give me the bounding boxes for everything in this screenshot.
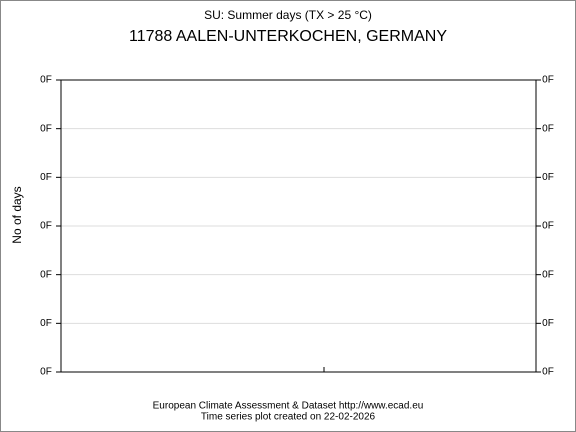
y-tick-label: 0F — [40, 172, 52, 183]
footer: Time series plot created on 22-02-2026 — [201, 412, 376, 423]
y-tick-label: 0F — [40, 75, 52, 86]
y2-tick-label: 0F — [542, 123, 554, 134]
y2-tick-label: 0F — [542, 172, 554, 183]
y-tick-label: 0F — [40, 123, 52, 134]
y-tick-label: 0F — [40, 221, 52, 232]
y2-tick-label: 0F — [542, 75, 554, 86]
chart-subtitle: 11788 AALEN-UNTERKOCHEN, GERMANY — [129, 28, 447, 45]
plot-area — [60, 79, 537, 373]
y-tick-label: 0F — [40, 367, 52, 378]
y2-tick-label: 0F — [542, 221, 554, 232]
y2-tick-label: 0F — [542, 318, 554, 329]
y-axis-label: No of days — [10, 186, 24, 243]
y-tick-label: 0F — [40, 269, 52, 280]
footer: European Climate Assessment & Dataset ht… — [153, 401, 424, 412]
chart-title: SU: Summer days (TX > 25 °C) — [204, 8, 372, 22]
y-tick-label: 0F — [40, 318, 52, 329]
y2-tick-label: 0F — [542, 367, 554, 378]
y2-tick-label: 0F — [542, 269, 554, 280]
